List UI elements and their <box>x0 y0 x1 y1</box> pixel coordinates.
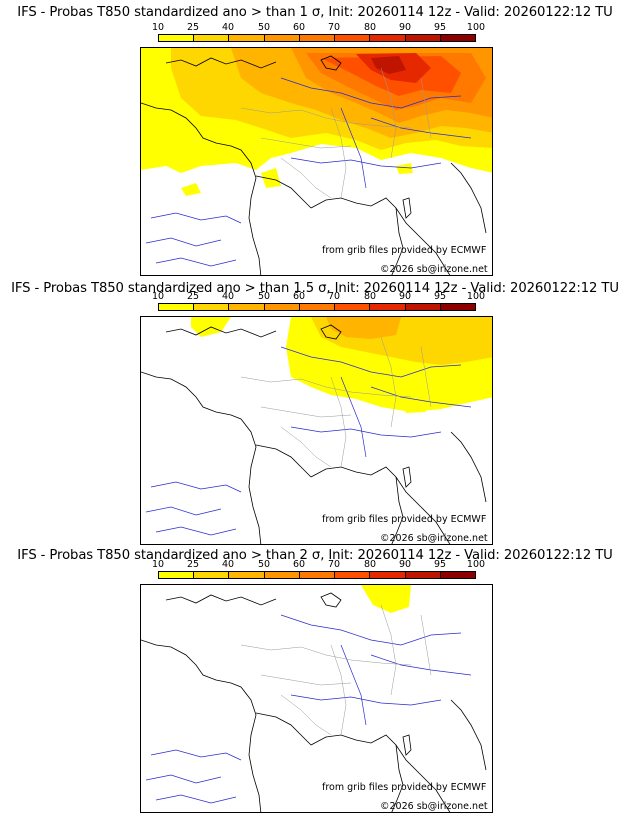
colorbar-swatch <box>405 572 441 578</box>
panel-1-map <box>140 47 493 276</box>
colorbar-swatch <box>370 304 406 310</box>
colorbar-swatch <box>370 35 406 41</box>
colorbar-label: 25 <box>186 291 200 302</box>
panel-2-map <box>140 316 493 545</box>
coastlines <box>141 324 487 544</box>
colorbar-label: 100 <box>466 291 486 302</box>
colorbar-swatch <box>194 35 230 41</box>
panel-2-source: from grib files provided by ECMWF <box>322 514 487 525</box>
colorbar-label: 100 <box>466 22 486 33</box>
borders <box>240 604 432 736</box>
colorbar-label: 25 <box>186 22 200 33</box>
colorbar-label: 40 <box>221 559 235 570</box>
panel-1-title: IFS - Probas T850 standardized ano > tha… <box>17 5 613 20</box>
panel-3-source: from grib files provided by ECMWF <box>322 782 487 793</box>
colorbar-label: 40 <box>221 291 235 302</box>
colorbar-label: 60 <box>292 291 306 302</box>
colorbar-label: 80 <box>363 22 377 33</box>
colorbar-swatches <box>158 571 476 579</box>
colorbar-label: 100 <box>466 559 486 570</box>
colorbar-swatch <box>299 304 336 310</box>
colorbar-swatch <box>405 35 441 41</box>
colorbar-swatch <box>229 304 265 310</box>
colorbar-swatch <box>194 572 230 578</box>
colorbar-swatch <box>229 35 265 41</box>
colorbar-label: 60 <box>292 559 306 570</box>
colorbar-swatches <box>158 34 476 42</box>
colorbar-swatch <box>405 304 441 310</box>
colorbar-swatches <box>158 303 476 311</box>
colorbar-label: 40 <box>221 22 235 33</box>
colorbar-label: 50 <box>257 559 271 570</box>
colorbar-swatch <box>335 304 371 310</box>
panel-1-colorbar: 10 25 40 50 60 70 80 90 95 100 <box>152 22 485 45</box>
probability-field <box>141 48 492 196</box>
panel-1-copyright: ©2026 sb@irizone.net <box>380 264 488 275</box>
colorbar-label: 70 <box>327 559 341 570</box>
colorbar-label: 60 <box>292 22 306 33</box>
colorbar-label: 25 <box>186 559 200 570</box>
coastlines <box>141 55 487 275</box>
colorbar-label: 50 <box>257 22 271 33</box>
colorbar-label: 95 <box>433 22 447 33</box>
panel-2-copyright: ©2026 sb@irizone.net <box>380 533 488 544</box>
colorbar-swatch <box>440 304 475 310</box>
probability-field <box>361 585 411 613</box>
colorbar-swatch <box>264 304 300 310</box>
colorbar-label: 10 <box>151 559 165 570</box>
colorbar-label: 10 <box>151 291 165 302</box>
panel-3-title: IFS - Probas T850 standardized ano > tha… <box>17 548 613 563</box>
colorbar-label: 10 <box>151 22 165 33</box>
colorbar-label: 80 <box>363 559 377 570</box>
colorbar-swatch <box>299 572 336 578</box>
panel-1-source: from grib files provided by ECMWF <box>322 245 487 256</box>
colorbar-swatch <box>335 35 371 41</box>
colorbar-label: 70 <box>327 291 341 302</box>
panel-3-copyright: ©2026 sb@irizone.net <box>380 801 488 812</box>
colorbar-swatch <box>159 35 195 41</box>
probability-field <box>191 317 492 413</box>
colorbar-label: 80 <box>363 291 377 302</box>
colorbar-swatch <box>370 572 406 578</box>
colorbar-label: 95 <box>433 291 447 302</box>
colorbar-swatch <box>159 572 195 578</box>
colorbar-swatch <box>440 572 475 578</box>
rivers <box>145 77 472 267</box>
borders <box>240 336 432 468</box>
panel-2-colorbar: 10 25 40 50 60 70 80 90 95 100 <box>152 291 485 314</box>
borders <box>240 67 432 199</box>
colorbar-label: 95 <box>433 559 447 570</box>
colorbar-swatch <box>194 304 230 310</box>
colorbar-label: 90 <box>398 22 412 33</box>
colorbar-label: 90 <box>398 559 412 570</box>
panel-3-map <box>140 584 493 813</box>
colorbar-swatch <box>264 572 300 578</box>
rivers <box>145 614 472 804</box>
coastlines <box>141 592 487 812</box>
colorbar-swatch <box>299 35 336 41</box>
colorbar-label: 90 <box>398 291 412 302</box>
colorbar-swatch <box>440 35 475 41</box>
rivers <box>145 346 472 536</box>
colorbar-swatch <box>229 572 265 578</box>
panel-3-colorbar: 10 25 40 50 60 70 80 90 95 100 <box>152 559 485 582</box>
colorbar-swatch <box>335 572 371 578</box>
panel-2-title: IFS - Probas T850 standardized ano > tha… <box>11 281 619 296</box>
colorbar-label: 70 <box>327 22 341 33</box>
colorbar-swatch <box>159 304 195 310</box>
colorbar-label: 50 <box>257 291 271 302</box>
colorbar-swatch <box>264 35 300 41</box>
